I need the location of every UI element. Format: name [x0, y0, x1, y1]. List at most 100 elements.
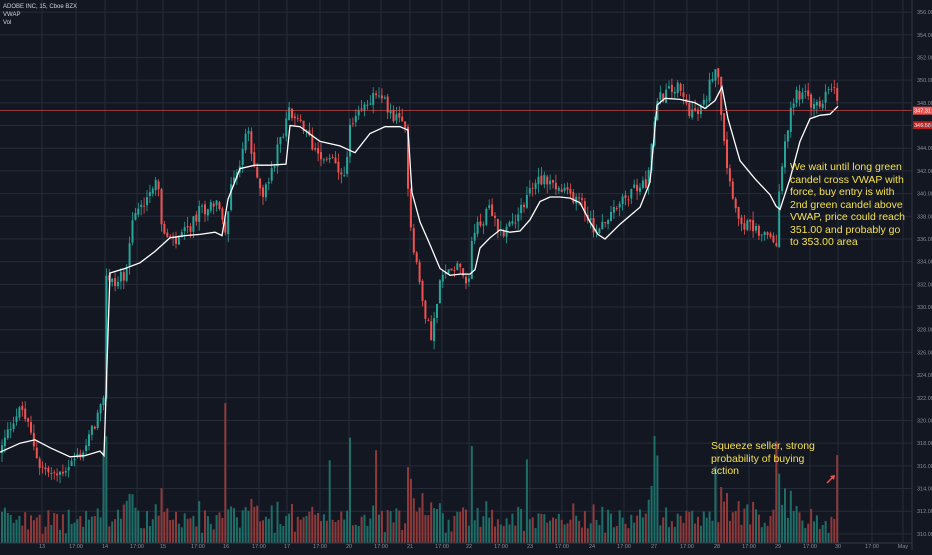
volume-bar [624, 523, 627, 543]
volume-bar [433, 508, 436, 543]
volume-bar [215, 515, 218, 543]
vwap-indicator-label: VWAP [3, 12, 21, 18]
candle-body [682, 92, 685, 98]
candle-body [409, 189, 412, 228]
volume-bar [328, 460, 331, 543]
volume-bar [612, 527, 615, 543]
candle-body [804, 91, 807, 92]
candle-body [749, 219, 752, 222]
y-tick-label: 312.00 [917, 509, 932, 515]
volume-bar [154, 504, 157, 543]
candle-body [476, 221, 479, 234]
candle-body [21, 405, 24, 410]
candle-body [117, 281, 119, 287]
candle-body [143, 205, 146, 207]
x-tick-label: 17:00 [191, 544, 205, 550]
volume-bar [525, 459, 528, 543]
annotation-buy-plan: We wait until long green candel cross VW… [790, 161, 905, 248]
volume-bar [731, 512, 734, 543]
candle-body [743, 223, 746, 230]
y-tick-label: 324.00 [917, 373, 932, 379]
volume-bar [41, 533, 44, 543]
volume-bar [543, 514, 546, 543]
candle-body [380, 95, 383, 99]
x-tick-label: 17:00 [69, 544, 83, 550]
candle-body [192, 216, 195, 232]
candle-body [177, 237, 180, 245]
volume-bar [308, 511, 311, 543]
volume-bar [244, 507, 247, 543]
volume-bar [760, 527, 763, 543]
candle-body [517, 214, 520, 222]
candle-body [636, 184, 639, 192]
candle-body [569, 188, 572, 194]
candle-body [189, 226, 192, 232]
grid [0, 0, 912, 543]
candle-body [241, 149, 244, 165]
candle-body [267, 182, 270, 184]
candle-body [334, 157, 337, 164]
volume-bar [230, 506, 233, 543]
candle-body [56, 473, 59, 476]
volume-bar [665, 507, 668, 543]
volume-bar [21, 525, 24, 543]
x-tick-label: 17:00 [313, 544, 327, 550]
candle-body [554, 182, 557, 190]
y-tick-label: 348.00 [917, 101, 932, 107]
volume-bar [746, 504, 749, 543]
candle-body [15, 416, 18, 422]
volume-bar [697, 516, 699, 543]
x-tick-label: 17:00 [742, 544, 756, 550]
candle-body [488, 205, 491, 208]
y-tick-label: 340.00 [917, 192, 932, 198]
candle-body [404, 121, 407, 128]
candle-body [679, 83, 682, 91]
volume-bar [795, 506, 798, 543]
volume-bar [627, 528, 630, 543]
candle-body [572, 192, 575, 203]
candle-body [256, 167, 259, 178]
candle-body [676, 82, 679, 93]
y-tick-label: 352.00 [917, 55, 932, 61]
candle-body [728, 168, 731, 182]
volume-bar [607, 509, 610, 543]
candle-body [436, 303, 438, 318]
volume-bar [496, 519, 499, 543]
volume-bar [250, 498, 253, 543]
volume-bar [517, 506, 520, 543]
volume-bar [204, 510, 206, 543]
volume-bar [35, 517, 38, 543]
volume-bar [720, 487, 723, 543]
candle-body [766, 232, 769, 235]
candle-body [247, 130, 250, 134]
volume-bar [470, 446, 473, 543]
volume-bar [755, 509, 757, 543]
volume-bar [734, 511, 737, 543]
candle-body [343, 175, 346, 177]
candle-body [6, 429, 9, 439]
volume-bar [505, 518, 508, 543]
candle-body [41, 466, 44, 468]
candle-body [73, 458, 76, 461]
y-tick-label: 336.00 [917, 237, 932, 243]
candle-body [612, 207, 615, 213]
y-tick-label: 354.00 [917, 33, 932, 39]
candle-body [821, 103, 824, 108]
volume-bar [827, 532, 830, 543]
volume-bar [694, 523, 697, 543]
volume-bar [111, 521, 114, 543]
secondary-price-tag [913, 121, 932, 130]
candle-body [534, 183, 537, 189]
volume-bar [424, 515, 427, 543]
candle-body [99, 404, 102, 414]
volume-bar [563, 524, 566, 543]
x-tick-label: 27 [651, 544, 657, 550]
volume-bar [317, 512, 320, 543]
volume-bar [615, 526, 618, 543]
candle-body [496, 218, 499, 232]
candle-body [694, 108, 697, 111]
volume-bar [708, 511, 711, 543]
candle-body [412, 228, 415, 253]
